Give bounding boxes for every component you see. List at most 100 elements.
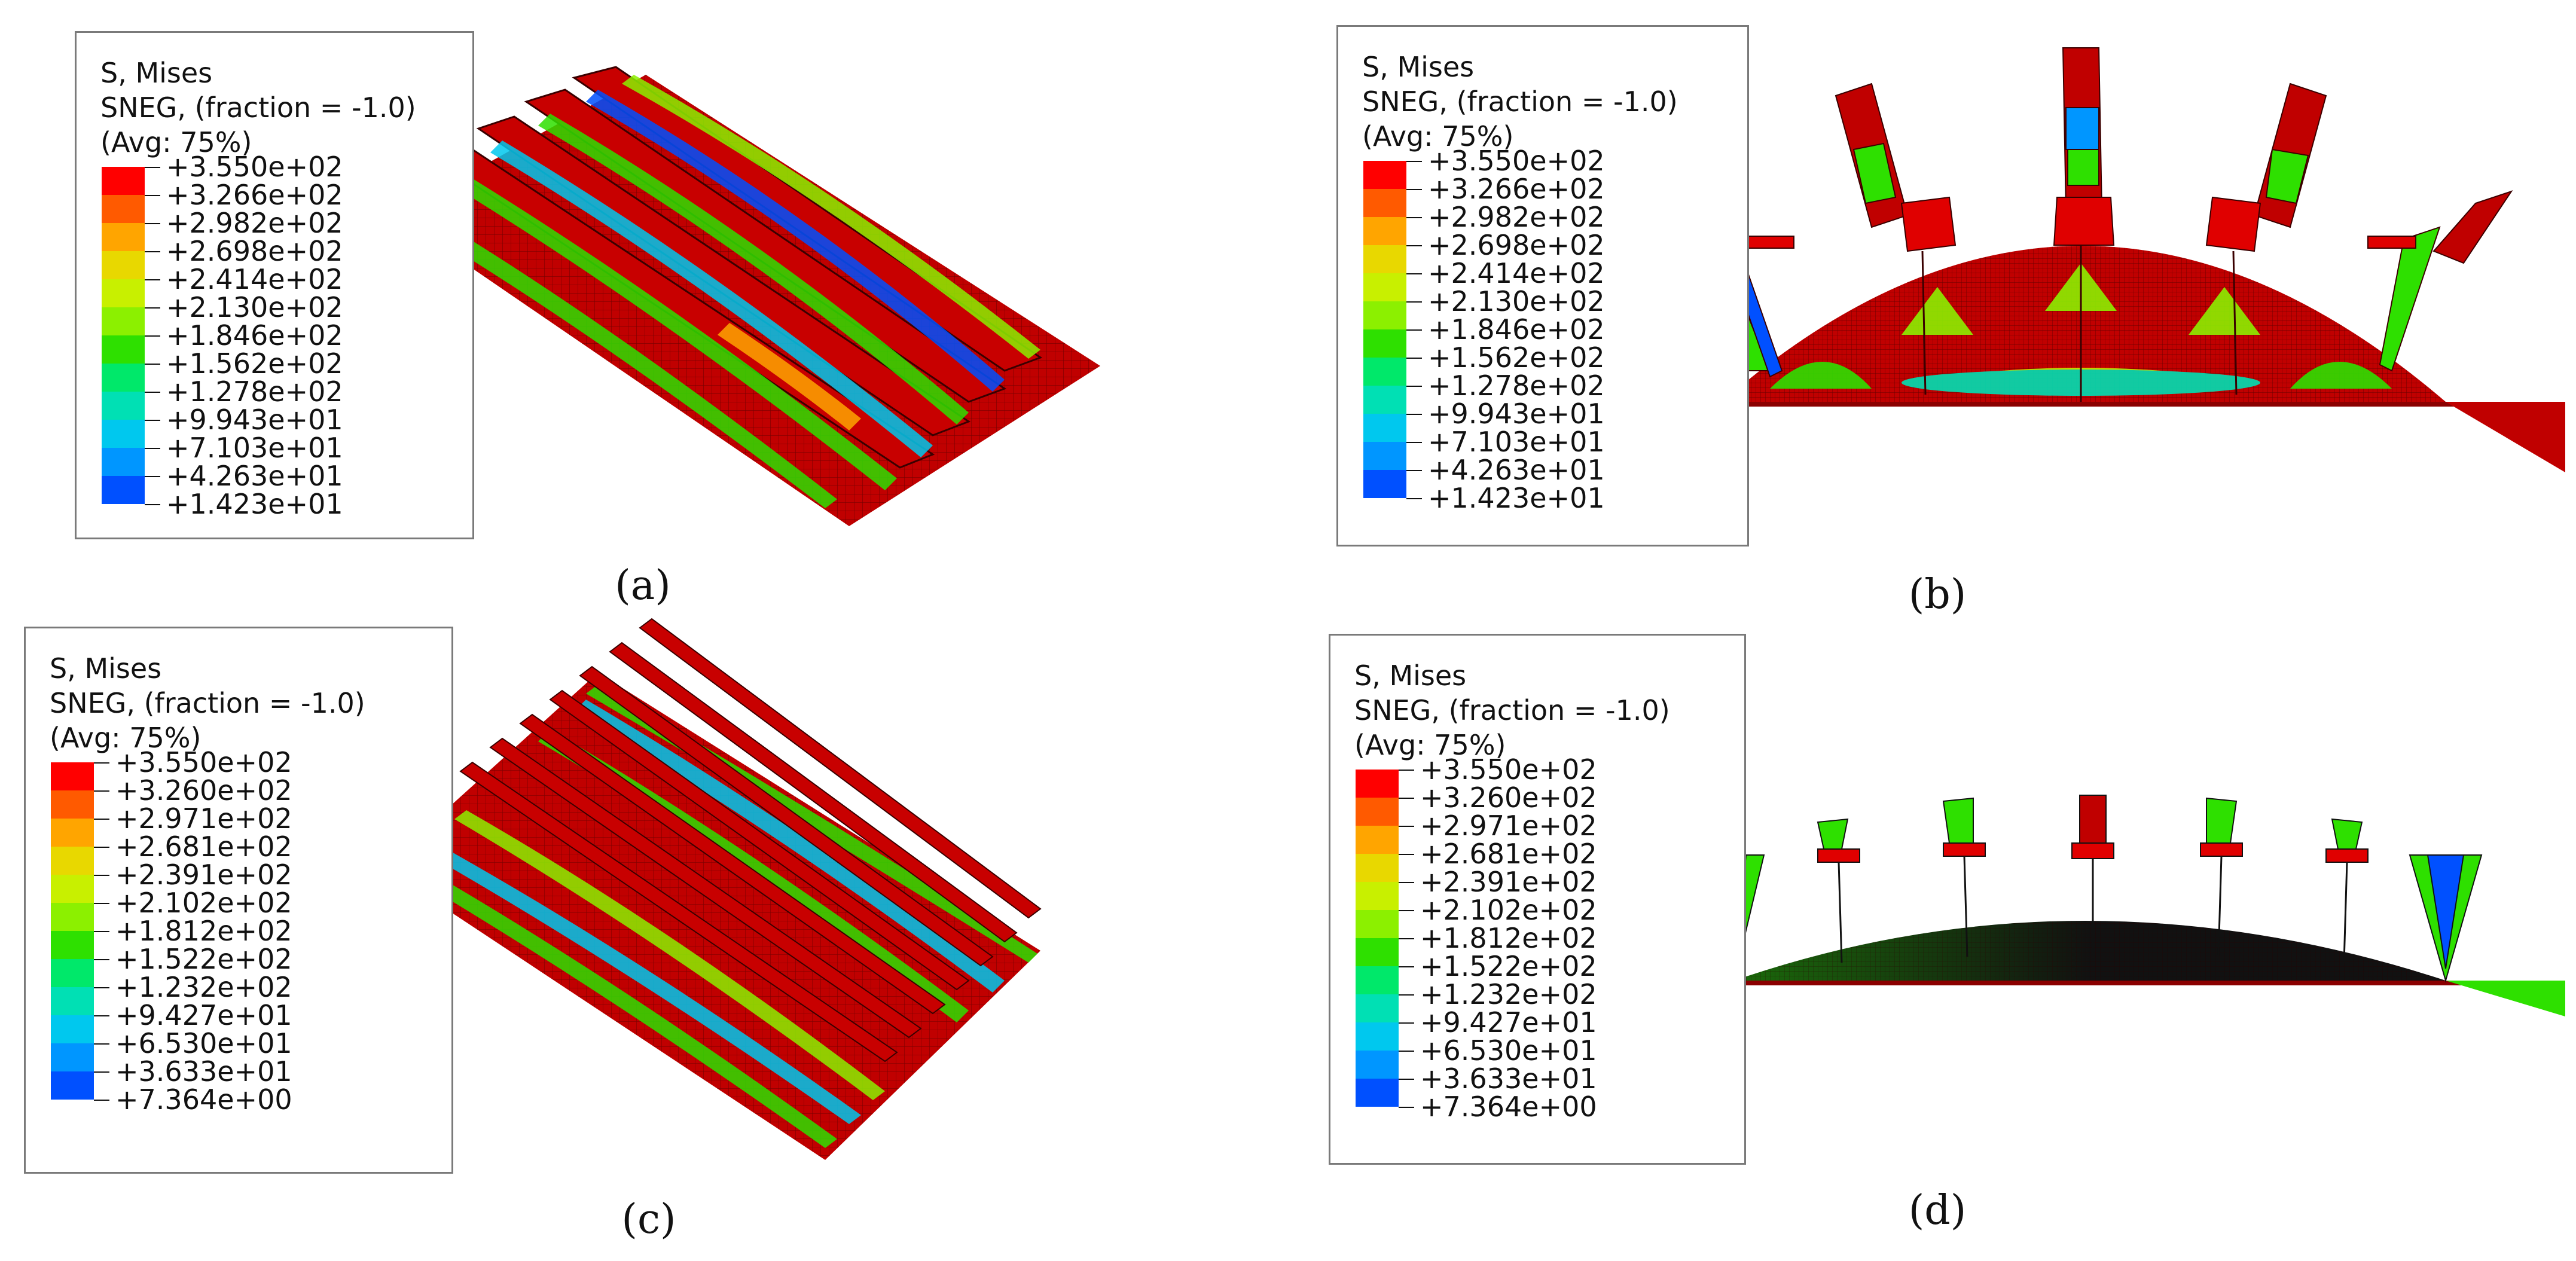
legend-tick: [94, 987, 109, 988]
colorbar-swatch: [102, 448, 145, 476]
legend-value: +6.530e+01: [1420, 1034, 1597, 1067]
colorbar: [1363, 161, 1406, 498]
legend-value: +3.550e+02: [1428, 145, 1605, 177]
legend-c: S, Mises SNEG, (fraction = -1.0) (Avg: 75%…: [24, 627, 453, 1174]
legend-subtitle: SNEG, (fraction = -1.0): [50, 687, 365, 719]
legend-title: S, Mises: [100, 57, 213, 89]
legend-value: +3.260e+02: [115, 774, 292, 807]
legend-tick: [1406, 498, 1422, 499]
legend-tick: [94, 875, 109, 876]
legend-tick: [1406, 358, 1422, 359]
legend-value: +1.522e+02: [115, 943, 292, 975]
legend-value: +9.427e+01: [115, 999, 292, 1031]
legend-value: +1.232e+02: [115, 971, 292, 1003]
legend-value: +2.982e+02: [166, 207, 343, 239]
colorbar-swatch: [102, 223, 145, 251]
legend-value: +2.414e+02: [166, 263, 343, 295]
colorbar-swatch: [102, 167, 145, 195]
legend-value: +7.364e+00: [115, 1083, 292, 1116]
colorbar-swatch: [51, 875, 94, 903]
caption-b: (b): [1908, 571, 1967, 618]
legend-d: S, Mises SNEG, (fraction = -1.0) (Avg: 75%…: [1329, 634, 1746, 1165]
legend-title: S, Mises: [1362, 51, 1475, 83]
legend-title: S, Mises: [1354, 659, 1467, 692]
colorbar-swatch: [1356, 826, 1399, 854]
legend-tick: [1399, 1079, 1414, 1080]
legend-tick: [145, 448, 160, 449]
legend-tick: [1406, 470, 1422, 471]
legend-tick: [1406, 442, 1422, 443]
legend-value: +4.263e+01: [166, 460, 343, 492]
legend-tick: [1406, 386, 1422, 387]
legend-tick: [1406, 189, 1422, 190]
legend-value: +7.103e+01: [166, 432, 343, 464]
legend-value: +3.633e+01: [115, 1055, 292, 1088]
legend-tick: [94, 931, 109, 932]
legend-value: +6.530e+01: [115, 1027, 292, 1060]
colorbar-swatch: [1363, 358, 1406, 386]
colorbar-swatch: [102, 420, 145, 448]
colorbar-swatch: [51, 959, 94, 987]
legend-b: S, Mises SNEG, (fraction = -1.0) (Avg: 75%…: [1336, 25, 1749, 546]
legend-value: +1.423e+01: [166, 488, 343, 520]
legend-tick: [145, 251, 160, 252]
colorbar-swatch: [1363, 470, 1406, 498]
colorbar-swatch: [1363, 329, 1406, 358]
colorbar-swatch: [102, 392, 145, 420]
legend-tick: [94, 790, 109, 792]
legend-value: +1.278e+02: [1428, 370, 1605, 402]
legend-value: +3.266e+02: [166, 179, 343, 211]
legend-value: +2.982e+02: [1428, 201, 1605, 233]
colorbar: [1356, 770, 1399, 1107]
caption-c: (c): [621, 1196, 676, 1243]
legend-value: +2.391e+02: [115, 859, 292, 891]
colorbar: [102, 167, 145, 504]
legend-tick: [145, 420, 160, 421]
colorbar-swatch: [1356, 770, 1399, 798]
model-d: [1626, 795, 2565, 1016]
colorbar-swatch: [51, 847, 94, 875]
legend-tick: [1406, 273, 1422, 274]
legend-tick: [145, 307, 160, 309]
colorbar-swatch: [51, 987, 94, 1015]
legend-value: +2.130e+02: [1428, 285, 1605, 317]
legend-tick: [94, 1071, 109, 1073]
legend-value: +1.846e+02: [166, 319, 343, 352]
legend-avg: (Avg: 75%): [1354, 729, 1506, 761]
legend-tick: [1406, 245, 1422, 246]
legend-tick: [145, 223, 160, 224]
colorbar-swatch: [51, 762, 94, 790]
legend-value: +1.562e+02: [166, 347, 343, 380]
legend-tick: [94, 847, 109, 848]
legend-tick: [145, 195, 160, 196]
legend-value: +1.562e+02: [1428, 341, 1605, 374]
colorbar-swatch: [1356, 1022, 1399, 1051]
colorbar-swatch: [51, 790, 94, 819]
colorbar-swatch: [1356, 854, 1399, 882]
colorbar-swatch: [1363, 414, 1406, 442]
legend-tick: [1399, 826, 1414, 827]
legend-value: +1.812e+02: [1420, 922, 1597, 954]
legend-value: +3.633e+01: [1420, 1062, 1597, 1095]
legend-tick: [1406, 301, 1422, 303]
colorbar-swatch: [51, 931, 94, 959]
colorbar-swatch: [51, 1015, 94, 1043]
colorbar-swatch: [1363, 217, 1406, 245]
colorbar-swatch: [1356, 1051, 1399, 1079]
colorbar-swatch: [102, 195, 145, 223]
colorbar-swatch: [1356, 1079, 1399, 1107]
legend-tick: [1406, 161, 1422, 162]
model-b: [1626, 47, 2565, 472]
colorbar: [51, 762, 94, 1100]
legend-tick: [1406, 329, 1422, 331]
legend-value: +2.681e+02: [115, 831, 292, 863]
legend-value: +2.971e+02: [115, 802, 292, 835]
caption-a: (a): [615, 562, 671, 609]
legend-tick: [145, 504, 160, 505]
legend-value: +2.698e+02: [166, 235, 343, 267]
legend-tick: [94, 762, 109, 764]
legend-tick: [145, 476, 160, 477]
legend-tick: [1399, 770, 1414, 771]
legend-tick: [1399, 938, 1414, 939]
